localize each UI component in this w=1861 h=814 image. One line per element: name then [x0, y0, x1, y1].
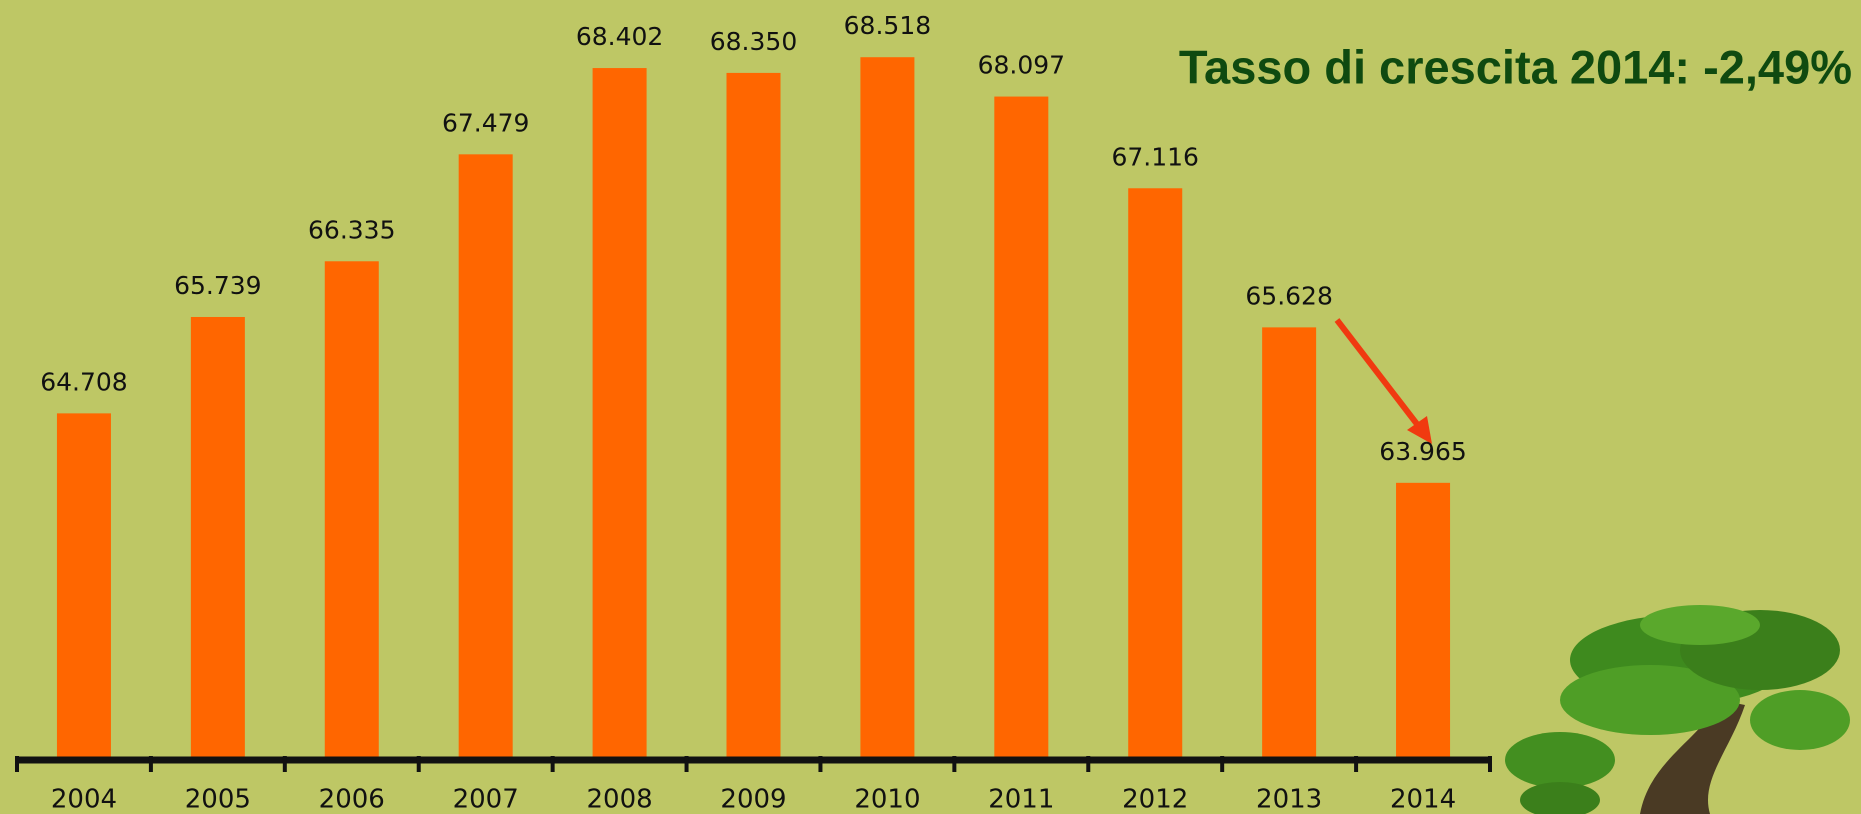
chart-title: Tasso di crescita 2014: -2,49% [1179, 40, 1852, 93]
x-tick-label: 2006 [319, 785, 385, 814]
bar [459, 154, 513, 760]
bar [1262, 327, 1316, 760]
data-label: 68.350 [710, 27, 797, 56]
x-tick-label: 2011 [988, 785, 1054, 814]
data-label: 65.739 [174, 271, 261, 300]
data-label: 67.116 [1111, 142, 1198, 171]
data-label: 64.708 [40, 367, 127, 396]
bar [57, 413, 111, 760]
x-tick-label: 2013 [1256, 785, 1322, 814]
data-label: 66.335 [308, 215, 395, 244]
bar [1396, 483, 1450, 760]
data-label: 65.628 [1245, 281, 1332, 310]
chart: Tasso di crescita 2014: -2,49% 64.708 200… [0, 0, 1861, 814]
x-tick-label: 2012 [1122, 785, 1188, 814]
bar [994, 97, 1048, 760]
bar [860, 57, 914, 760]
x-tick-label: 2005 [185, 785, 251, 814]
x-tick-label: 2007 [453, 785, 519, 814]
bar [325, 261, 379, 760]
bar [1128, 188, 1182, 760]
page: {"chart_data": {"type": "bar", "title": … [0, 0, 1861, 814]
x-tick-label: 2009 [720, 785, 786, 814]
data-label: 68.097 [978, 51, 1065, 80]
data-label: 68.518 [844, 11, 931, 40]
data-label: 67.479 [442, 108, 529, 137]
bar [727, 73, 781, 760]
x-tick-label: 2010 [854, 785, 920, 814]
bar [593, 68, 647, 760]
x-tick-label: 2004 [51, 785, 117, 814]
bar [191, 317, 245, 760]
data-label: 68.402 [576, 22, 663, 51]
x-tick-label: 2008 [587, 785, 653, 814]
x-tick-label: 2014 [1390, 785, 1456, 814]
data-label: 63.965 [1379, 437, 1466, 466]
